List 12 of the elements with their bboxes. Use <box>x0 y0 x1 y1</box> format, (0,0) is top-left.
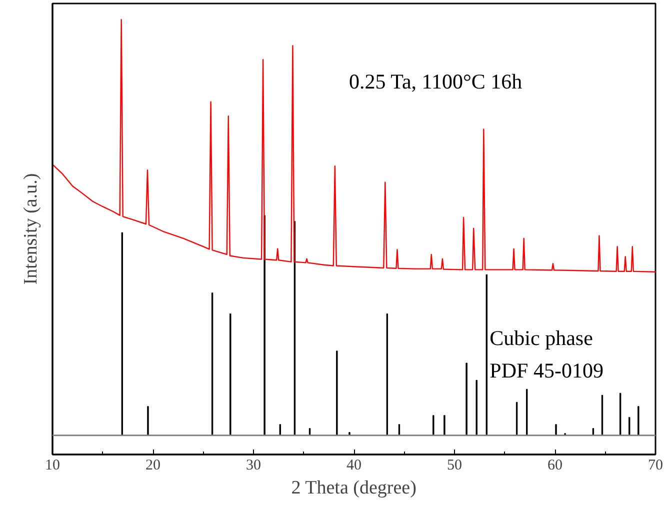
x-tick-label: 50 <box>447 458 462 474</box>
x-tick-label: 30 <box>246 458 261 474</box>
y-axis-title: Intensity (a.u.) <box>20 173 42 285</box>
annotation: PDF 45-0109 <box>490 358 604 383</box>
x-tick-label: 70 <box>648 458 663 474</box>
annotation: Cubic phase <box>490 326 593 350</box>
x-tick-label: 10 <box>45 458 60 474</box>
x-tick-label: 60 <box>548 458 562 474</box>
x-tick-label: 40 <box>346 458 362 474</box>
x-tick-label: 20 <box>146 458 160 474</box>
x-axis-title: 2 Theta (degree) <box>291 478 416 498</box>
annotation: 0.25 Ta, 1100°C 16h <box>348 70 523 94</box>
